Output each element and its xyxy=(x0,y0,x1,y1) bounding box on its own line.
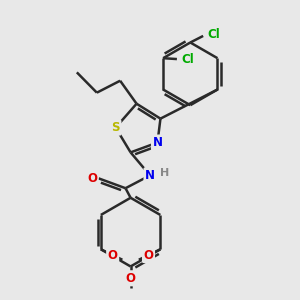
Text: N: N xyxy=(152,136,163,149)
Text: O: O xyxy=(108,248,118,262)
Text: Cl: Cl xyxy=(181,53,194,66)
Text: S: S xyxy=(111,121,120,134)
Text: O: O xyxy=(87,172,97,185)
Text: H: H xyxy=(160,168,169,178)
Text: O: O xyxy=(126,272,136,285)
Text: O: O xyxy=(143,248,154,262)
Text: N: N xyxy=(145,169,155,182)
Text: Cl: Cl xyxy=(207,28,220,40)
